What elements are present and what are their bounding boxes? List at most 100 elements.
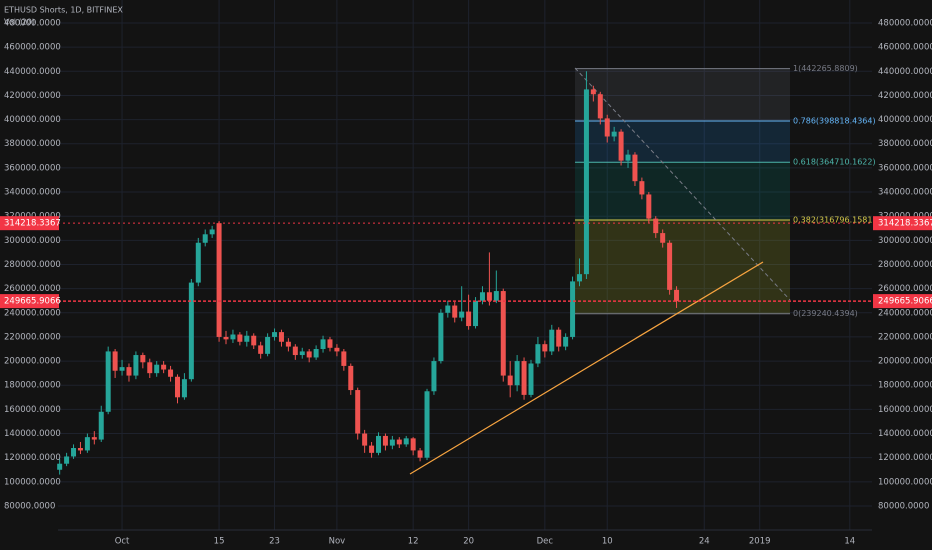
candle-body (244, 335, 250, 342)
candle-body (625, 154, 631, 161)
price-label: 314218.3367 (4, 219, 61, 229)
candle-body (514, 361, 520, 386)
candle-body (161, 364, 167, 370)
candle-body (112, 351, 118, 371)
candle-body (459, 311, 465, 318)
candle-body (77, 448, 83, 451)
y-tick-label: 240000.0000 (878, 308, 932, 318)
candle-body (188, 282, 194, 380)
y-tick-label: 100000.0000 (878, 477, 932, 487)
candle-body (632, 154, 638, 182)
fib-label: 0.382(316796.1581) (793, 216, 876, 225)
candle-body (216, 223, 222, 337)
candle-body (445, 305, 451, 313)
candle-body (479, 292, 485, 301)
price-label-box (873, 294, 932, 309)
price-label-box (873, 216, 932, 231)
candle-body (604, 118, 610, 137)
candle-body (618, 131, 624, 161)
y-tick-label: 380000.0000 (878, 139, 932, 149)
candle-body (64, 456, 70, 464)
candle-body (438, 312, 444, 362)
candle-body (493, 291, 499, 301)
y-tick-label: 280000.0000 (4, 260, 61, 270)
candle-body (424, 391, 430, 458)
y-tick-label: 240000.0000 (4, 308, 61, 318)
candle-body (577, 274, 583, 282)
y-tick-label: 260000.0000 (878, 284, 932, 294)
candle-body (556, 329, 562, 347)
candle-body (362, 433, 368, 446)
y-tick-label: 160000.0000 (878, 405, 932, 415)
x-tick-label: 10 (602, 537, 613, 547)
y-tick-label: 100000.0000 (4, 477, 61, 487)
candle-body (105, 351, 111, 412)
candle-body (140, 355, 146, 363)
candle-body (57, 463, 63, 470)
candle-body (389, 439, 395, 446)
candle-body (660, 233, 666, 243)
candle-body (507, 375, 513, 386)
y-tick-label: 380000.0000 (4, 139, 61, 149)
y-tick-label: 220000.0000 (878, 332, 932, 342)
candle-body (98, 411, 104, 440)
candle-body (168, 369, 174, 377)
y-tick-label: 260000.0000 (4, 284, 61, 294)
candle-body (473, 300, 479, 327)
candle-body (583, 89, 589, 275)
candle-body (299, 351, 305, 356)
y-tick-label: 200000.0000 (4, 357, 61, 367)
fib-label: 0.786(398818.4364) (793, 117, 876, 126)
candle-body (674, 289, 680, 302)
chart-title: ETHUSD Shorts, 1D, BITFINEX (4, 6, 123, 15)
y-tick-label: 300000.0000 (878, 236, 932, 246)
candle-body (84, 437, 90, 451)
x-tick-label: 15 (214, 537, 225, 547)
candles (57, 71, 680, 475)
candle-body (133, 355, 139, 376)
y-tick-label: 460000.0000 (878, 43, 932, 53)
candle-body (181, 379, 187, 398)
candle-body (71, 448, 77, 457)
candle-body (646, 194, 652, 219)
y-tick-label: 480000.0000 (4, 19, 61, 29)
candle-body (202, 234, 208, 243)
x-tick-label: 20 (463, 537, 474, 547)
y-tick-label: 440000.0000 (878, 67, 932, 77)
candle-body (195, 242, 201, 283)
y-tick-label: 140000.0000 (878, 429, 932, 439)
candle-body (278, 332, 284, 342)
candle-body (265, 336, 271, 354)
axes: 80000.0000 80000.0000 100000.0000 100000.00… (0, 19, 932, 547)
x-tick-label: Oct (115, 537, 130, 547)
x-tick-label: 14 (844, 537, 855, 547)
y-tick-label: 120000.0000 (4, 453, 61, 463)
candle-body (382, 435, 388, 446)
fib-zone (575, 162, 790, 221)
candle-body (452, 305, 458, 318)
y-tick-label: 280000.0000 (878, 260, 932, 270)
candle-body (403, 438, 409, 445)
y-tick-label: 440000.0000 (4, 67, 61, 77)
candle-body (486, 292, 492, 301)
x-tick-label: 12 (408, 537, 419, 547)
y-tick-label: 340000.0000 (4, 188, 61, 198)
candle-body (369, 445, 375, 453)
candle-body (292, 346, 298, 356)
candle-body (341, 351, 347, 366)
candle-body (542, 344, 548, 352)
y-tick-label: 420000.0000 (4, 91, 61, 101)
candle-body (251, 335, 257, 346)
candle-body (639, 181, 645, 195)
candle-body (500, 291, 506, 376)
fib-zone (575, 68, 790, 122)
x-tick-label: 24 (699, 537, 710, 547)
grid (58, 0, 872, 530)
price-label-box (0, 294, 59, 309)
candle-body (396, 439, 402, 445)
candle-body (570, 281, 576, 337)
fib-trend-line (574, 67, 791, 301)
y-tick-label: 480000.0000 (878, 19, 932, 29)
